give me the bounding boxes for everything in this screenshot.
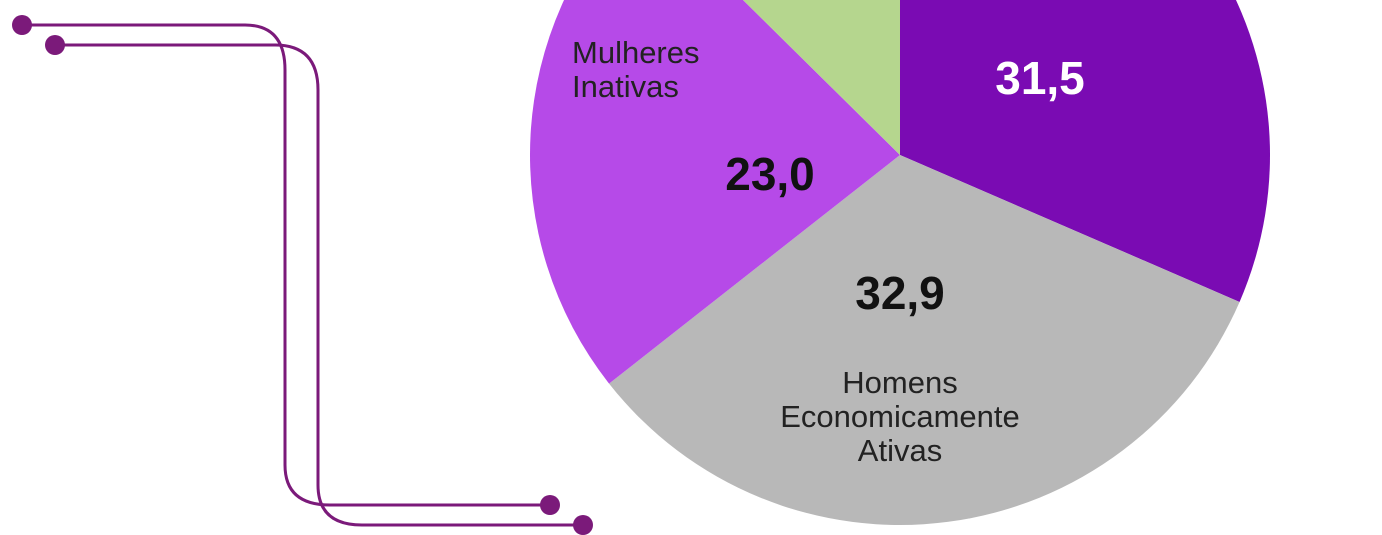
- value-label: 31,5: [995, 52, 1085, 104]
- slice-label: Mulheres Inativas: [572, 35, 700, 104]
- slice-label: Homens Economicamente Ativas: [780, 365, 1020, 468]
- pie-slice: [530, 0, 900, 384]
- slice-label-line: Ativas: [858, 433, 942, 468]
- slice-label-line: Mulheres: [572, 35, 700, 70]
- pie-slice: [743, 0, 900, 155]
- pie-slice: [900, 0, 1270, 302]
- value-label: 32,9: [855, 267, 945, 319]
- slice-label-line: Homens: [842, 365, 957, 400]
- connector-dots: [12, 15, 593, 535]
- slice-label-line: Economicamente: [780, 399, 1020, 434]
- pie: 31,5 32,9 Homens Economicamente Ativas 23,0 Mu…: [530, 0, 1270, 525]
- pie-slice: [609, 155, 1240, 525]
- value-label: 23,0: [725, 148, 815, 200]
- slice-label-line: Inativas: [572, 69, 679, 104]
- connector-decoration: [22, 23, 583, 527]
